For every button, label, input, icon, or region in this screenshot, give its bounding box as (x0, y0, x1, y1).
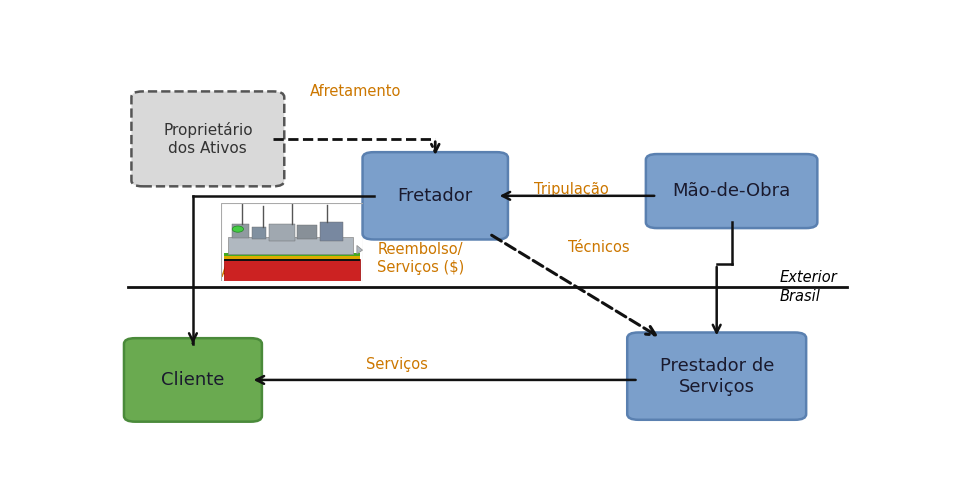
Text: Técnicos: Técnicos (567, 240, 628, 254)
Text: Cliente: Cliente (161, 371, 225, 389)
FancyBboxPatch shape (362, 152, 507, 240)
Text: Afretamento: Afretamento (310, 84, 402, 99)
FancyBboxPatch shape (627, 332, 805, 420)
Text: Brasil: Brasil (779, 289, 820, 304)
Text: Tripulação: Tripulação (533, 181, 608, 197)
Text: Prestador de
Serviços: Prestador de Serviços (659, 357, 773, 395)
Text: Fretador: Fretador (397, 187, 473, 205)
FancyBboxPatch shape (132, 91, 284, 186)
FancyBboxPatch shape (645, 154, 817, 228)
Text: Serviços: Serviços (366, 357, 428, 372)
Text: Reembolso/
Serviços ($): Reembolso/ Serviços ($) (377, 242, 464, 275)
Text: Mão-de-Obra: Mão-de-Obra (672, 182, 790, 200)
Text: Afretamento: Afretamento (221, 265, 312, 280)
FancyBboxPatch shape (124, 338, 261, 422)
Text: Exterior: Exterior (779, 270, 837, 285)
Text: Proprietário
dos Ativos: Proprietário dos Ativos (162, 122, 253, 156)
